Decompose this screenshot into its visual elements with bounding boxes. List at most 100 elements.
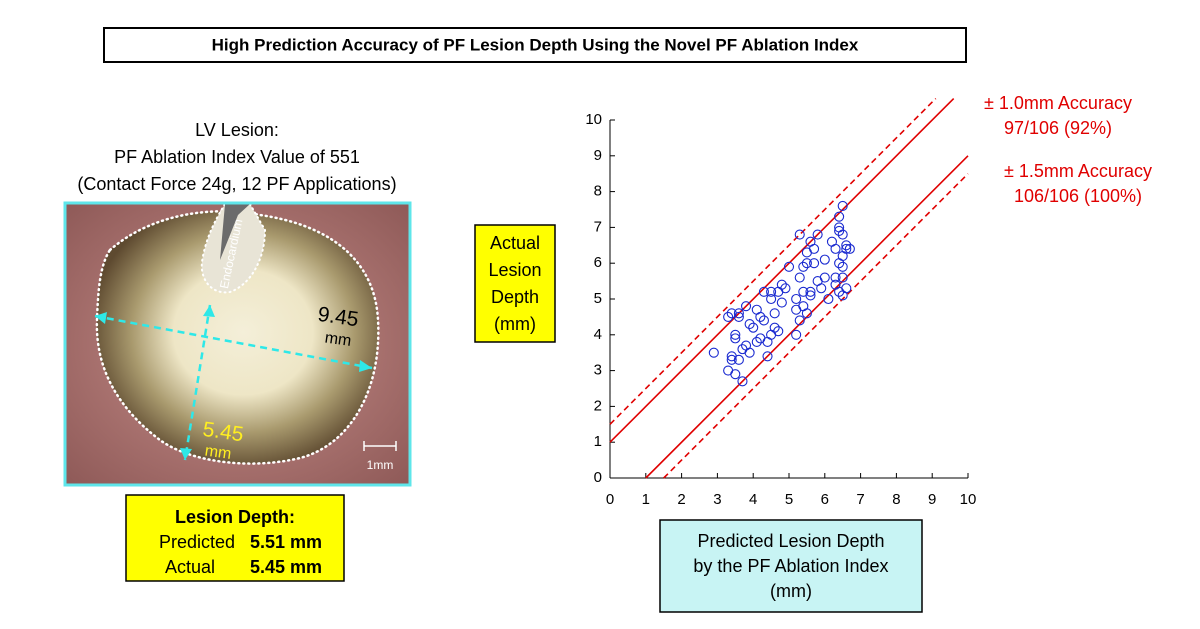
data-point	[837, 229, 848, 240]
x-tick-label: 6	[821, 491, 829, 508]
data-point	[805, 236, 816, 247]
depth-box-title: Lesion Depth:	[175, 507, 295, 527]
scale-bar-label: 1mm	[367, 458, 394, 472]
data-point	[844, 243, 855, 254]
data-point	[751, 304, 762, 315]
accuracy-line	[663, 173, 969, 479]
x-axis-label: (mm)	[770, 581, 812, 601]
data-point	[783, 261, 795, 272]
y-axis-label: Depth	[491, 287, 539, 307]
y-label-box	[474, 224, 556, 343]
y-tick-label: 7	[594, 218, 602, 235]
y-tick-label: 5	[594, 290, 602, 307]
data-point	[733, 308, 744, 319]
data-point	[834, 225, 845, 237]
data-point	[730, 369, 741, 380]
data-point	[755, 333, 766, 344]
x-tick-label: 2	[677, 491, 685, 508]
data-point	[769, 308, 780, 319]
data-point	[758, 315, 769, 326]
x-tick-label: 8	[892, 491, 900, 508]
width-label: 9.45	[316, 303, 360, 331]
lesion-heading: LV Lesion:	[195, 120, 279, 140]
data-point	[748, 322, 759, 333]
y-axis-label: Lesion	[488, 260, 541, 280]
data-point	[819, 254, 830, 265]
data-point	[794, 315, 805, 326]
accuracy-label: ± 1.5mm Accuracy	[1004, 161, 1152, 181]
data-point	[794, 229, 805, 240]
y-tick-label: 4	[594, 326, 602, 343]
data-point	[841, 283, 852, 294]
data-point	[837, 200, 848, 211]
data-point	[834, 258, 845, 269]
y-tick-label: 1	[594, 433, 602, 450]
data-point	[819, 272, 830, 283]
data-point	[791, 329, 802, 340]
x-axis-label: by the PF Ablation Index	[693, 556, 888, 576]
y-tick-label: 10	[585, 111, 602, 128]
y-tick-label: 2	[594, 397, 602, 414]
data-point	[730, 333, 741, 344]
depth-row-label: Actual	[165, 557, 215, 577]
data-point	[726, 354, 737, 365]
data-point	[841, 243, 852, 254]
lesion-heading: PF Ablation Index Value of 551	[114, 147, 360, 167]
width-label: mm	[324, 329, 353, 350]
x-axis-label: Predicted Lesion Depth	[697, 531, 884, 551]
data-point	[837, 272, 848, 283]
x-tick-label: 5	[785, 491, 793, 508]
data-point	[805, 286, 816, 297]
data-point	[801, 247, 812, 258]
data-point	[762, 351, 773, 362]
x-label-box	[659, 519, 923, 613]
data-point	[798, 261, 809, 272]
x-tick-label: 9	[928, 491, 936, 508]
page-title: High Prediction Accuracy of PF Lesion De…	[212, 35, 859, 54]
data-point	[830, 272, 841, 283]
y-tick-label: 6	[594, 254, 602, 271]
data-point	[730, 329, 741, 340]
depth-label: mm	[204, 442, 233, 463]
y-tick-label: 8	[594, 183, 602, 200]
data-point	[758, 286, 769, 297]
data-point	[723, 311, 734, 322]
x-tick-label: 7	[856, 491, 864, 508]
lesion-photo	[66, 204, 409, 484]
data-point	[841, 240, 852, 251]
data-point	[766, 286, 777, 297]
data-point	[834, 211, 845, 222]
data-point	[744, 319, 755, 330]
title-box	[103, 27, 967, 63]
data-point	[769, 322, 780, 333]
accuracy-line	[645, 155, 969, 479]
accuracy-label: 106/106 (100%)	[1014, 186, 1142, 206]
data-point	[823, 293, 834, 305]
y-axis-label: Actual	[490, 233, 540, 253]
data-point	[776, 297, 787, 308]
data-point	[801, 258, 812, 269]
data-point	[805, 290, 816, 301]
data-point	[744, 347, 755, 358]
x-tick-label: 3	[713, 491, 721, 508]
data-point	[809, 258, 820, 269]
x-tick-label: 10	[960, 491, 977, 508]
accuracy-label: 97/106 (92%)	[1004, 118, 1112, 138]
data-point	[830, 279, 841, 290]
data-point	[791, 293, 802, 305]
depth-label: 5.45	[201, 418, 245, 446]
scatter-chart: 0 1 2 3 4 5 6 7 8 9 10 0 1 2 3 4 5 6 7 8 9 10 Actual Lesion Dept…	[488, 93, 1151, 601]
data-point	[737, 376, 748, 387]
accuracy-line	[609, 97, 955, 443]
y-tick-label: 0	[594, 469, 602, 486]
depth-row-value: 5.51 mm	[250, 532, 322, 552]
data-point	[708, 347, 719, 358]
data-point	[773, 326, 784, 337]
y-axis-label: (mm)	[494, 314, 536, 334]
data-point	[794, 272, 805, 283]
data-point	[733, 354, 744, 365]
data-point	[780, 283, 791, 294]
depth-row-value: 5.45 mm	[250, 557, 322, 577]
x-tick-label: 4	[749, 491, 757, 508]
